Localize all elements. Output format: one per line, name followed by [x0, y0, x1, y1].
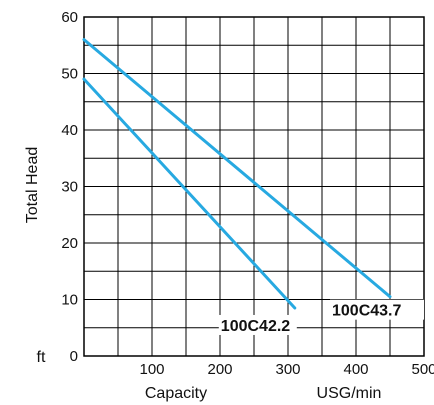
x-axis-label: Capacity	[145, 385, 207, 402]
chart-labels: 0 10 20 30 40 50 60 100 200 300 400 500 100C42.2 100C…	[61, 9, 434, 378]
y-tick-label: 0	[70, 348, 78, 365]
y-tick-label: 40	[61, 122, 78, 139]
x-tick-label: 300	[275, 361, 300, 378]
y-axis-label: Total Head	[24, 147, 41, 224]
x-tick-label: 200	[207, 361, 232, 378]
chart-series	[82, 38, 392, 310]
series-line-100C43.7	[82, 38, 392, 299]
y-tick-label: 60	[61, 9, 78, 26]
series-label-bg	[330, 299, 424, 320]
plot-frame	[83, 16, 425, 357]
x-tick-label: 400	[343, 361, 368, 378]
series-label-bg	[218, 314, 297, 335]
y-tick-label: 10	[61, 292, 78, 309]
y-tick-label: 50	[61, 66, 78, 83]
series-line-100C42.2	[82, 77, 297, 310]
series-label-100C42.2: 100C42.2	[221, 318, 290, 335]
y-tick-label: 30	[61, 179, 78, 196]
y-axis-unit: ft	[37, 349, 46, 366]
x-tick-label: 100	[139, 361, 164, 378]
y-tick-label: 20	[61, 235, 78, 252]
series-label-100C43.7: 100C43.7	[332, 303, 401, 320]
x-axis-unit: USG/min	[317, 385, 382, 402]
x-tick-label: 500	[411, 361, 434, 378]
